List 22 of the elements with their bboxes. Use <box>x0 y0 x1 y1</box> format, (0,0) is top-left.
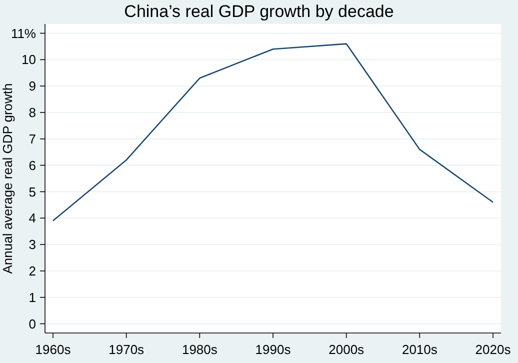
y-tick-label: 9 <box>28 78 36 94</box>
y-tick-label: 6 <box>28 158 36 173</box>
y-tick-label: 10 <box>22 52 36 68</box>
y-tick-label: 7 <box>28 131 36 146</box>
y-axis-title: Annual average real GDP growth <box>0 83 15 274</box>
y-tick-label: 2 <box>28 263 36 278</box>
x-tick-label: 1970s <box>108 342 145 357</box>
y-tick-label: 5 <box>28 184 36 200</box>
line-series <box>52 43 494 222</box>
y-tick-label: 3 <box>28 237 36 252</box>
y-tick-label: 1 <box>28 290 36 305</box>
x-tick-label: 2010s <box>402 342 438 357</box>
x-tick-label: 1980s <box>182 342 218 357</box>
y-tick-label: 11% <box>10 26 36 41</box>
y-tick-label: 0 <box>28 316 36 332</box>
chart-title: China’s real GDP growth by decade <box>124 2 394 21</box>
x-tick-label: 1990s <box>255 342 292 357</box>
y-tick-label: 4 <box>28 210 36 226</box>
x-tick-label: 2000s <box>328 342 365 357</box>
x-tick-label: 2020s <box>475 342 512 357</box>
x-tick-label: 1960s <box>35 342 72 357</box>
y-tick-label: 8 <box>28 105 36 120</box>
